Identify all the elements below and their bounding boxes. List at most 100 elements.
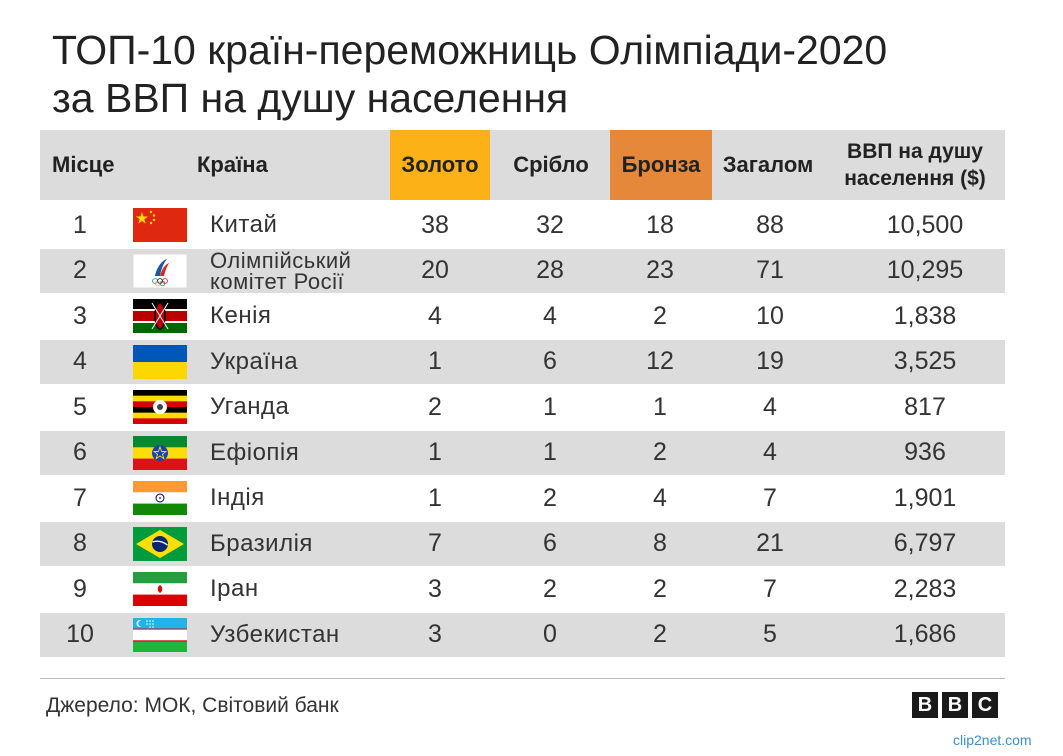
cell-total: 4 [763, 392, 777, 421]
cell-gdp: 817 [904, 392, 946, 421]
table-row: 4 Україна 1 6 12 19 3,525 [40, 339, 1005, 384]
flag-brazil-icon [133, 526, 187, 561]
cell-gold: 38 [421, 210, 449, 239]
cell-place: 7 [73, 483, 87, 512]
cell-country: Бразилія [210, 529, 313, 557]
cell-silver: 1 [543, 438, 557, 466]
cell-bronze: 2 [653, 620, 667, 648]
cell-silver: 0 [543, 620, 557, 648]
flag-china-icon [133, 208, 187, 242]
bbc-logo-letter: C [972, 692, 998, 718]
cell-bronze: 1 [653, 392, 667, 421]
cell-gold: 1 [428, 438, 442, 466]
table-row: 7 Індія 1 2 4 7 1,901 [40, 476, 1005, 520]
cell-total: 7 [763, 483, 777, 512]
table-row: 10 Узбекистан 3 0 2 5 1,686 [40, 612, 1005, 657]
flag-uganda-icon [133, 390, 187, 425]
header-silver: Срібло [513, 152, 589, 177]
cell-country: Узбекистан [210, 620, 340, 648]
cell-country: Уганда [210, 393, 290, 420]
cell-silver: 1 [543, 392, 557, 421]
cell-country: Кенія [210, 302, 272, 329]
cell-bronze: 2 [653, 574, 667, 603]
cell-gold: 4 [428, 301, 442, 330]
cell-total: 4 [763, 438, 777, 466]
cell-place: 8 [73, 529, 87, 557]
cell-place: 2 [73, 256, 87, 284]
cell-country: Олімпійський комітет Росії [210, 249, 440, 293]
table-row: 6 Ефіопія 1 1 2 4 936 [40, 430, 1005, 475]
flag-iran-icon [133, 572, 187, 606]
header-country: Країна [197, 152, 268, 177]
cell-gold: 20 [421, 256, 449, 284]
cell-place: 4 [73, 347, 87, 375]
cell-silver: 6 [543, 529, 557, 557]
cell-bronze: 18 [646, 210, 674, 239]
flag-ethiopia-icon [133, 435, 187, 470]
cell-silver: 2 [543, 483, 557, 512]
flag-uzbekistan-icon [133, 617, 187, 652]
table-row: 2 Олімпійський комітет Росії 20 28 23 71 10,295 [40, 248, 1005, 293]
bbc-logo-letter: B [942, 692, 968, 718]
header-bronze: Бронза [610, 130, 712, 200]
table-row: 8 Бразилія 7 6 8 21 6,797 [40, 521, 1005, 566]
cell-silver: 32 [536, 210, 564, 239]
title-line-2: за ВВП на душу населення [52, 75, 569, 121]
cell-country: Індія [210, 484, 265, 511]
cell-bronze: 8 [653, 529, 667, 557]
table-row: 1 Китай 38 32 18 88 10,500 [40, 203, 1005, 247]
cell-total: 7 [763, 574, 777, 603]
cell-silver: 4 [543, 301, 557, 330]
table-row: 9 Іран 3 2 2 7 2,283 [40, 567, 1005, 611]
cell-gold: 3 [428, 620, 442, 648]
chart-title: ТОП-10 країн-переможниць Олімпіади-2020 … [52, 26, 1052, 122]
title-line-1: ТОП-10 країн-переможниць Олімпіади-2020 [52, 27, 888, 73]
header-gold: Золото [390, 130, 490, 200]
cell-gdp: 3,525 [893, 347, 957, 375]
header-gdp: ВВП на душу населення ($) [825, 130, 1005, 200]
header-gdp-line-1: ВВП на душу [847, 140, 983, 163]
cell-country: Україна [210, 347, 299, 375]
cell-gold: 1 [428, 347, 442, 375]
flag-ukraine-icon [133, 344, 187, 379]
cell-country: Китай [210, 211, 278, 238]
cell-silver: 6 [543, 347, 557, 375]
cell-bronze: 4 [653, 483, 667, 512]
cell-country: Іран [210, 575, 259, 602]
footer-divider [40, 678, 1005, 679]
cell-total: 71 [756, 256, 784, 284]
cell-place: 10 [66, 620, 94, 648]
cell-place: 5 [73, 392, 87, 421]
cell-gdp: 10,295 [886, 256, 964, 284]
flag-kenya-icon [133, 299, 187, 333]
cell-gdp: 936 [904, 438, 946, 466]
cell-place: 9 [73, 574, 87, 603]
table-header: Місце Країна Золото Срібло Бронза Загало… [40, 130, 1005, 200]
cell-country-line-2: комітет Росії [210, 268, 345, 294]
cell-gdp: 6,797 [893, 529, 957, 557]
header-gdp-line-2: населення ($) [844, 167, 986, 190]
bbc-logo: B B C [912, 692, 998, 718]
cell-gold: 7 [428, 529, 442, 557]
bbc-logo-letter: B [912, 692, 938, 718]
cell-bronze: 2 [653, 438, 667, 466]
cell-gdp: 1,686 [893, 620, 957, 648]
cell-gold: 2 [428, 392, 442, 421]
cell-place: 1 [73, 210, 87, 239]
cell-silver: 2 [543, 574, 557, 603]
cell-country-line-1: Олімпійський [210, 247, 352, 273]
cell-total: 10 [756, 301, 784, 330]
cell-gold: 1 [428, 483, 442, 512]
cell-silver: 28 [536, 256, 564, 284]
cell-place: 3 [73, 301, 87, 330]
cell-gold: 3 [428, 574, 442, 603]
cell-total: 5 [763, 620, 777, 648]
cell-total: 21 [756, 529, 784, 557]
cell-gdp: 1,901 [893, 483, 957, 512]
source-note: Джерело: МОК, Світовий банк [46, 694, 339, 717]
cell-bronze: 23 [646, 256, 674, 284]
cell-place: 6 [73, 438, 87, 466]
table-row: 5 Уганда 2 1 1 4 817 [40, 385, 1005, 429]
watermark: clip2net.com [953, 732, 1032, 748]
cell-gdp: 1,838 [893, 301, 957, 330]
